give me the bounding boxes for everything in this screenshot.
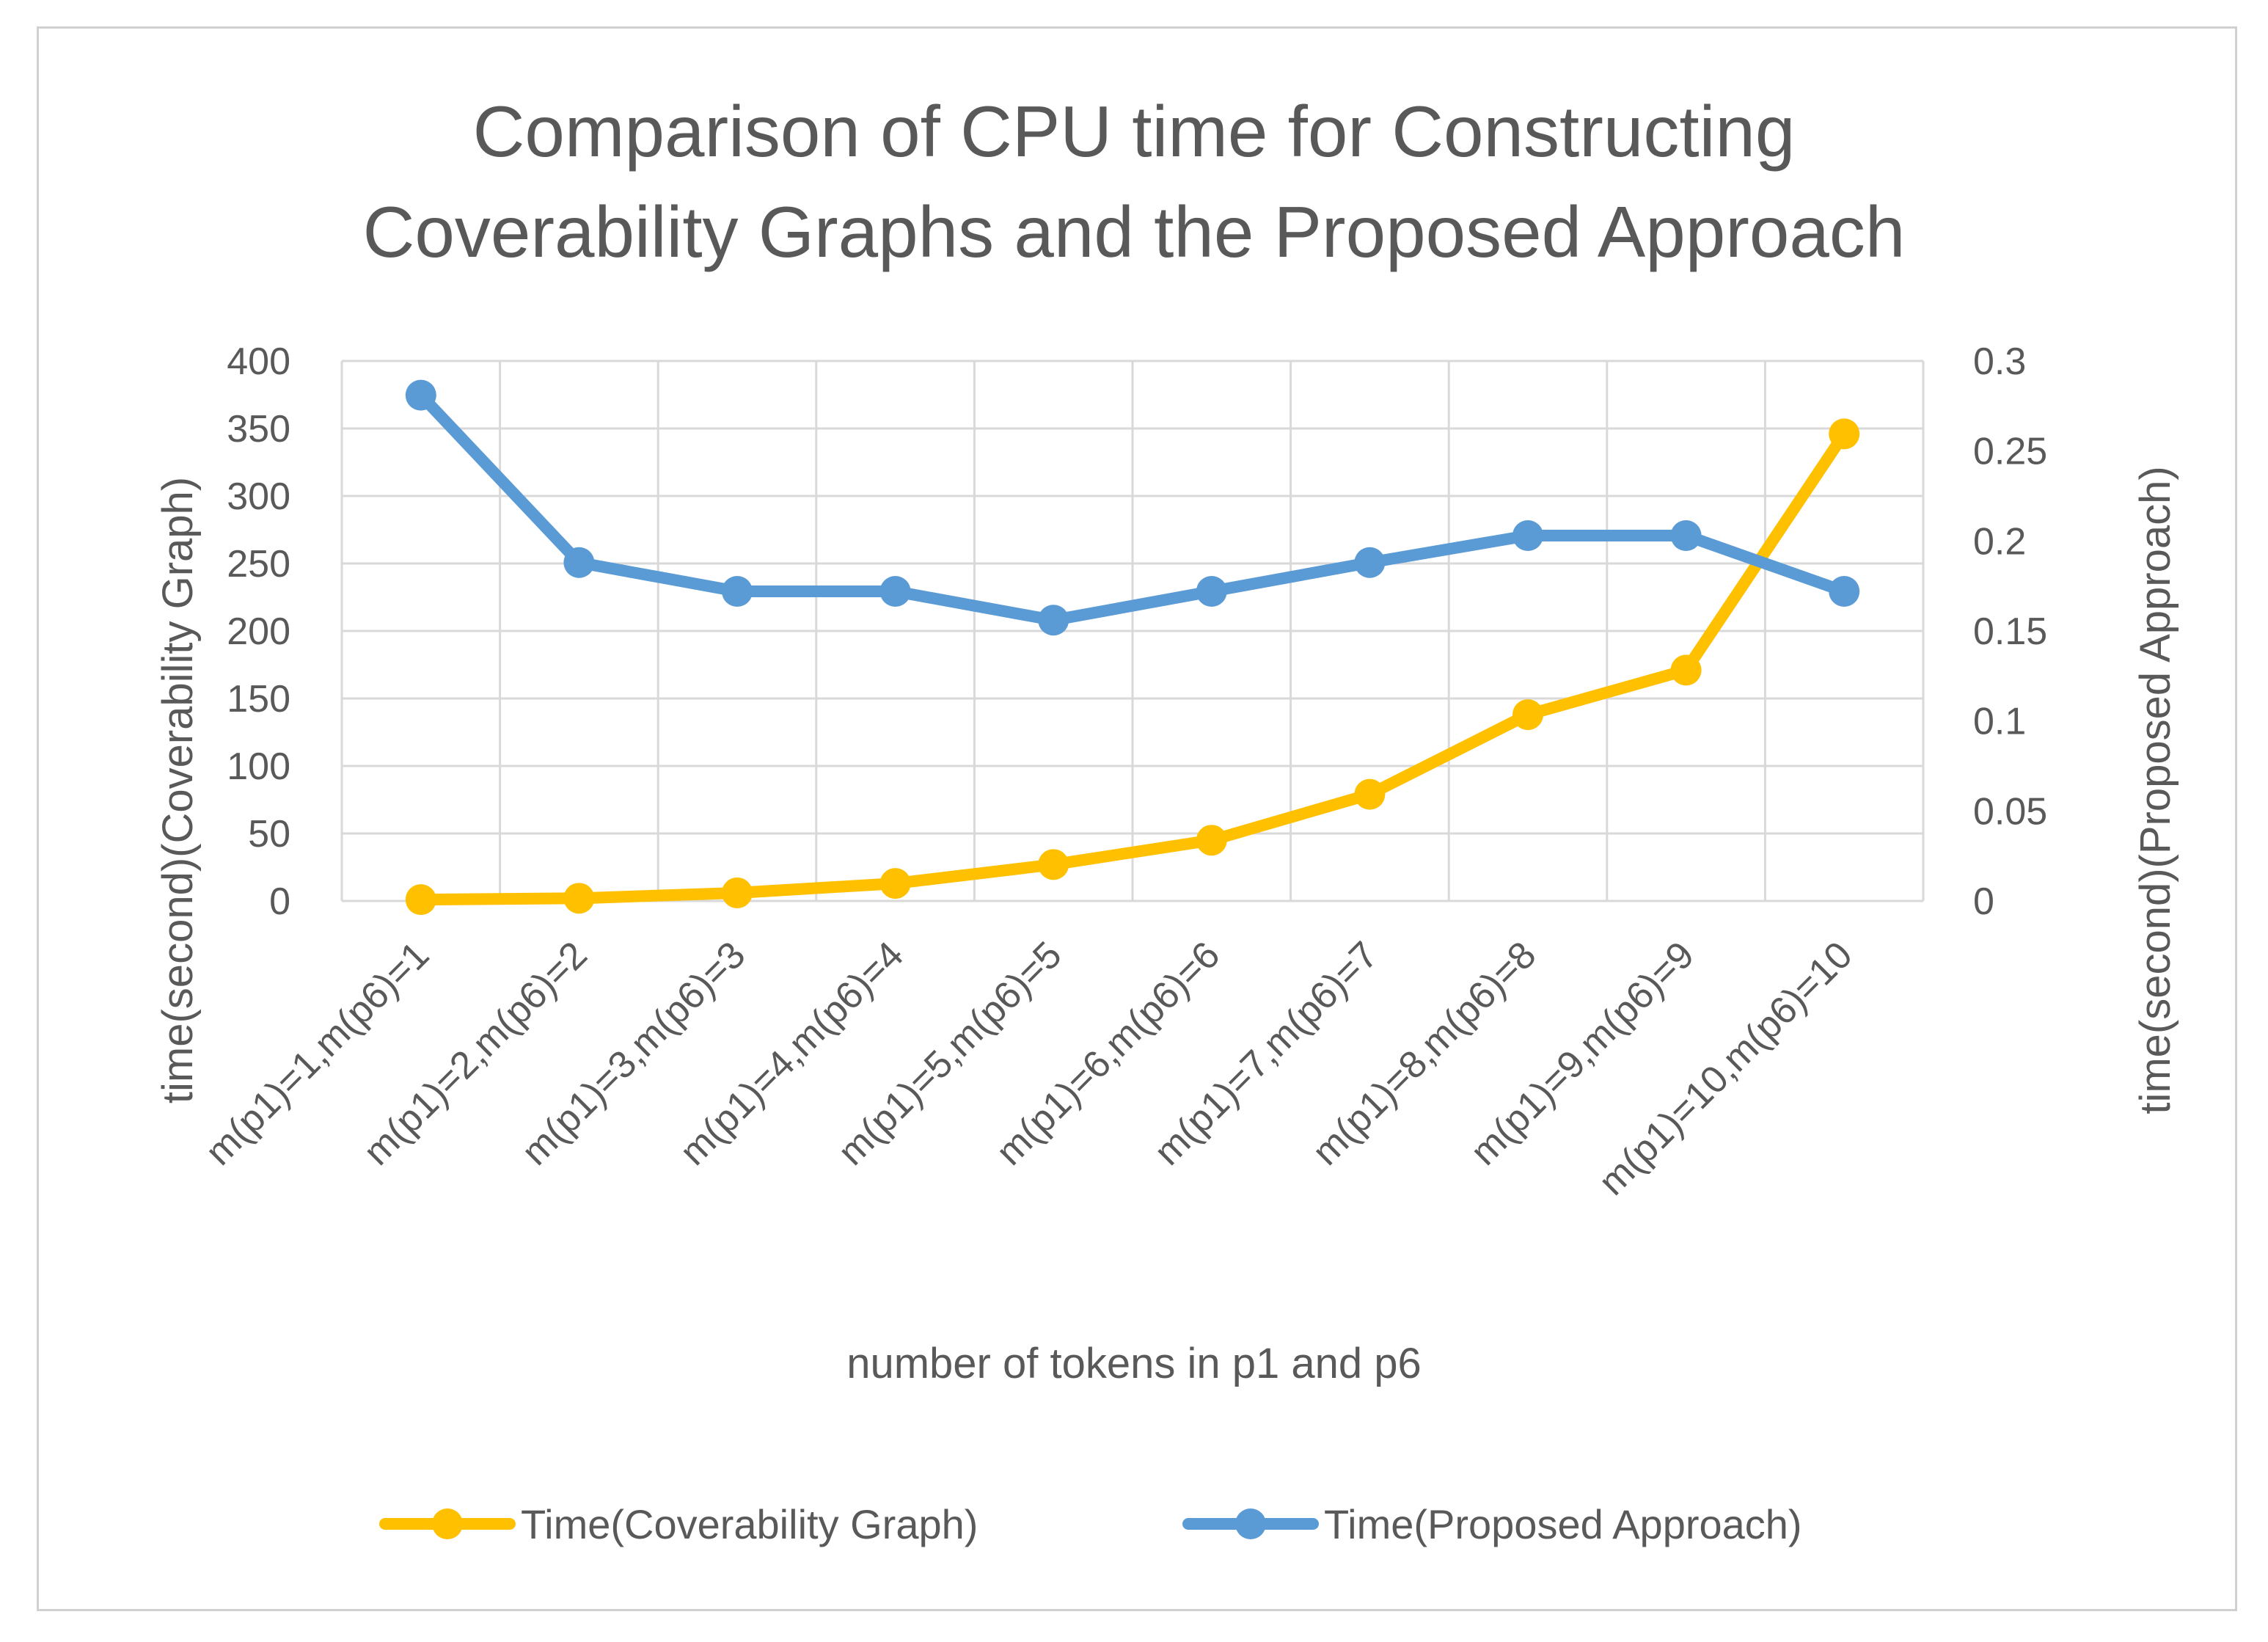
right-tick-label: 0.25: [1973, 431, 2047, 473]
series-point-0: [563, 883, 595, 914]
right-tick-label: 0.3: [1973, 340, 2026, 383]
right-tick-label: 0.1: [1973, 701, 2026, 743]
chart-title-line-1: Comparison of CPU time for Constructing: [473, 91, 1796, 172]
chart-title-line-2: Coverability Graphs and the Proposed App…: [363, 191, 1906, 272]
series-point-0: [1038, 849, 1069, 880]
series-line-1: [414, 389, 1851, 627]
series-point-1: [1670, 519, 1702, 551]
series-point-0: [1829, 418, 1860, 450]
left-tick-label: 50: [248, 813, 290, 855]
series-point-0: [1196, 825, 1227, 856]
left-tick-label: 0: [269, 880, 290, 923]
right-axis-ticks: 0 0.05 0.1 0.15 0.2 0.25 0.3: [1973, 340, 2047, 923]
left-tick-label: 100: [227, 745, 290, 788]
left-tick-label: 250: [227, 543, 290, 585]
legend-marker-0: [432, 1508, 463, 1539]
series-lines: [405, 379, 1860, 916]
series-point-0: [1512, 699, 1543, 731]
left-tick-label: 350: [227, 408, 290, 450]
legend: Time(Coverability Graph) Time(Proposed Ap…: [379, 1501, 1802, 1547]
left-tick-label: 150: [227, 678, 290, 720]
series-point-0: [1670, 654, 1702, 686]
series-point-1: [879, 576, 911, 607]
x-axis-title: number of tokens in p1 and p6: [846, 1340, 1422, 1387]
series-point-0: [879, 868, 911, 900]
series-point-0: [722, 877, 753, 908]
right-axis-title: time(second)(Proposed Approach): [2132, 466, 2179, 1114]
legend-label-0: Time(Coverability Graph): [521, 1501, 978, 1547]
series-point-1: [1354, 547, 1386, 578]
chart-frame: [37, 26, 2237, 1611]
series-point-1: [563, 547, 595, 578]
series-point-1: [1512, 519, 1543, 551]
chart-title: Comparison of CPU time for Constructing …: [363, 91, 1906, 272]
series-point-1: [722, 576, 753, 607]
right-tick-label: 0.15: [1973, 610, 2047, 653]
left-tick-label: 400: [227, 340, 290, 383]
series-point-1: [1038, 605, 1069, 636]
series-line-0: [414, 428, 1851, 906]
series-point-1: [405, 379, 436, 411]
series-point-1: [1829, 576, 1860, 607]
series-point-0: [1354, 778, 1386, 810]
right-tick-label: 0: [1973, 880, 1994, 923]
legend-label-1: Time(Proposed Approach): [1324, 1501, 1802, 1547]
series-point-1: [1196, 576, 1227, 607]
right-tick-label: 0.05: [1973, 790, 2047, 833]
left-axis-ticks: 0 50 100 150 200 250 300 350 400: [227, 340, 290, 923]
x-axis-category-labels: m(p1)=1,m(p6)=1m(p1)=2,m(p6)=2m(p1)=3,m(…: [197, 933, 1861, 1203]
right-tick-label: 0.2: [1973, 520, 2026, 563]
legend-marker-1: [1235, 1508, 1266, 1539]
left-tick-label: 200: [227, 610, 290, 653]
gridlines: [340, 360, 1925, 902]
left-axis-title: time(second)(Coverability Graph): [154, 477, 202, 1103]
series-point-0: [405, 884, 436, 916]
left-tick-label: 300: [227, 475, 290, 518]
